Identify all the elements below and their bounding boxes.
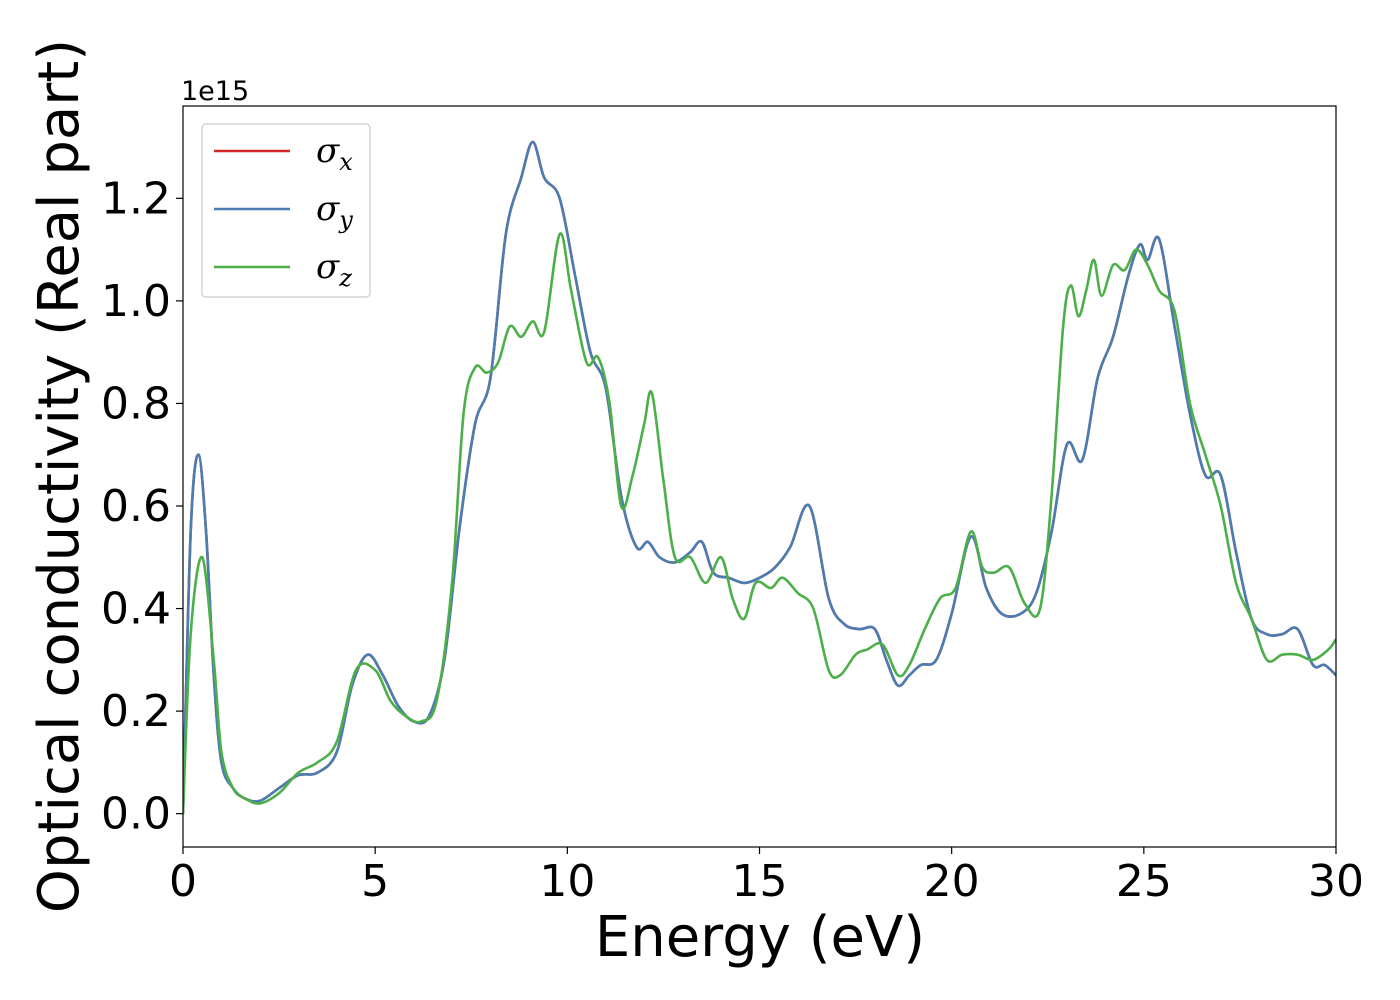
- y-tick-label: 0.8: [101, 378, 171, 429]
- x-tick-label: 25: [1116, 856, 1172, 907]
- x-axis-title: Energy (eV): [595, 905, 925, 970]
- x-tick-label: 0: [169, 856, 197, 907]
- y-offset-label: 1e15: [181, 76, 249, 107]
- legend-label-symbol: σ: [316, 131, 340, 171]
- x-tick-label: 10: [539, 856, 595, 907]
- legend-label-symbol: σ: [316, 247, 340, 287]
- legend-label-subscript: z: [338, 264, 352, 292]
- x-tick-label: 15: [732, 856, 788, 907]
- legend-label-subscript: y: [338, 206, 353, 234]
- legend-label-symbol: σ: [316, 189, 340, 229]
- y-tick-label: 1.0: [101, 276, 171, 327]
- x-tick-label: 30: [1308, 856, 1364, 907]
- series-line-z: [183, 232, 1336, 814]
- legend-label-x: σx: [316, 131, 353, 176]
- legend-box: [201, 123, 371, 298]
- x-tick-label: 5: [361, 856, 389, 907]
- y-tick-label: 0.0: [101, 789, 171, 840]
- legend-label-y: σy: [316, 189, 353, 234]
- y-axis-title: Optical conductivity (Real part): [27, 39, 92, 913]
- y-tick-label: 0.2: [101, 686, 171, 737]
- plot-area: [183, 140, 1336, 814]
- y-tick-label: 0.4: [101, 584, 171, 635]
- x-tick-label: 20: [924, 856, 980, 907]
- y-tick-label: 1.2: [101, 173, 171, 224]
- legend-label-z: σz: [316, 247, 352, 292]
- legend-label-subscript: x: [339, 148, 353, 176]
- y-tick-label: 0.6: [101, 481, 171, 532]
